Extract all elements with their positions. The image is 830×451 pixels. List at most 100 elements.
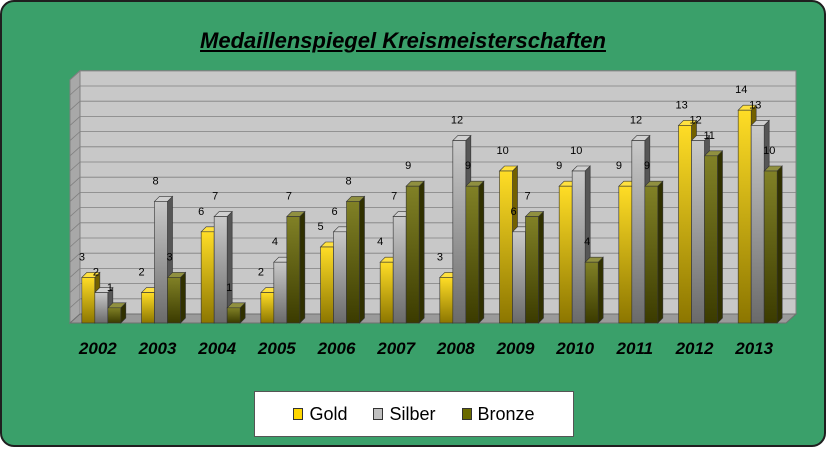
chart-floor [68,313,798,324]
x-tick-label: 2012 [675,339,714,358]
bar-side [538,210,544,324]
bar-gold-2007 [379,261,394,324]
x-tick-label: 2007 [376,339,416,358]
bar-gold-2004 [200,231,215,324]
bar-bronze-2012 [704,155,718,324]
data-label: 6 [332,206,338,218]
bar-bronze-2007 [405,185,420,324]
data-label: 9 [556,160,562,172]
data-label: 1 [226,282,232,294]
bar-gold-2003 [141,292,155,324]
chart-title: Medaillenspiegel Kreismeisterschaften [200,28,606,53]
legend: Gold Silber Bronze [254,391,574,437]
gridline [69,298,796,309]
legend-swatch [293,408,304,420]
bar-bronze-2005 [286,216,301,324]
data-label: 9 [616,160,622,172]
data-label: 3 [79,251,85,263]
bar-bronze-2010 [584,261,599,324]
bar-side [657,180,664,324]
data-label: 7 [212,191,218,203]
data-label: 4 [272,236,278,248]
bar-gold-2002 [81,277,96,324]
bar-bronze-2008 [465,185,480,324]
gridline [69,283,796,293]
x-tick-label: 2010 [555,339,594,358]
data-label: 12 [630,115,642,127]
legend-label: Gold [309,403,348,424]
data-label: 5 [318,221,324,233]
legend-item-bronze: Bronze [461,403,535,425]
bar-silber-2005 [273,261,288,324]
data-label: 7 [286,191,292,203]
data-label: 12 [451,115,463,127]
data-label: 9 [644,160,650,172]
bar-bronze-2003 [167,277,181,324]
bar-silber-2006 [333,231,347,324]
x-tick-label: 2009 [496,339,535,358]
data-label: 8 [346,175,352,187]
gridline [69,207,796,217]
bar-side [359,195,365,324]
bar-side [776,165,783,324]
data-label: 2 [139,267,145,279]
bar-silber-2012 [691,140,705,324]
data-label: 13 [749,99,761,111]
x-tick-label: 2013 [734,339,773,358]
bar-silber-2004 [213,216,228,324]
bar-side [299,210,306,324]
x-tick-label: 2006 [317,339,356,358]
data-label: 6 [198,206,204,218]
gridline [69,70,796,81]
gridline [69,222,796,233]
data-label: 4 [377,236,383,248]
bar-bronze-2011 [644,185,659,324]
bar-bronze-2013 [763,170,778,324]
gridline [69,267,796,278]
bar-gold-2012 [678,125,692,324]
x-tick-label: 2004 [197,339,236,358]
bar-bronze-2004 [226,307,241,324]
bar-silber-2009 [512,231,526,324]
bar-silber-2003 [154,201,168,324]
bar-side [597,256,604,324]
bar-side [180,271,186,324]
legend-label: Bronze [477,403,535,424]
data-label: 2 [93,267,99,279]
data-label: 11 [704,130,715,142]
gridline [69,100,796,111]
bar-gold-2006 [320,246,334,324]
data-label: 14 [735,84,747,96]
legend-item-silber: Silber [373,404,436,425]
gridline [69,237,796,248]
data-label: 10 [763,145,775,157]
data-label: 9 [465,160,471,172]
legend-swatch [373,408,384,420]
data-label: 7 [525,191,531,203]
gridline [69,146,796,157]
x-tick-label: 2002 [78,339,117,358]
bar-gold-2011 [618,185,633,324]
data-label: 12 [690,115,702,127]
data-label: 2 [258,267,264,279]
bar-gold-2008 [439,277,454,324]
data-label: 10 [497,145,509,157]
data-label: 13 [676,99,688,111]
bar-gold-2005 [260,292,275,324]
legend-item-gold: Gold [293,404,347,425]
plot-area: 3212002283200367120042472005568200647920… [68,69,798,358]
bar-gold-2009 [499,170,513,324]
data-label: 6 [511,206,517,218]
gridline [69,252,796,263]
bar-silber-2007 [392,216,407,324]
x-tick-label: 2008 [436,339,475,358]
gridline [69,176,796,187]
x-tick-label: 2011 [616,339,654,358]
gridline [69,161,796,172]
data-label: 10 [570,145,582,157]
data-label: 3 [167,251,173,263]
data-label: 1 [107,282,113,294]
bar-side [717,150,723,324]
x-tick-label: 2003 [138,339,177,358]
